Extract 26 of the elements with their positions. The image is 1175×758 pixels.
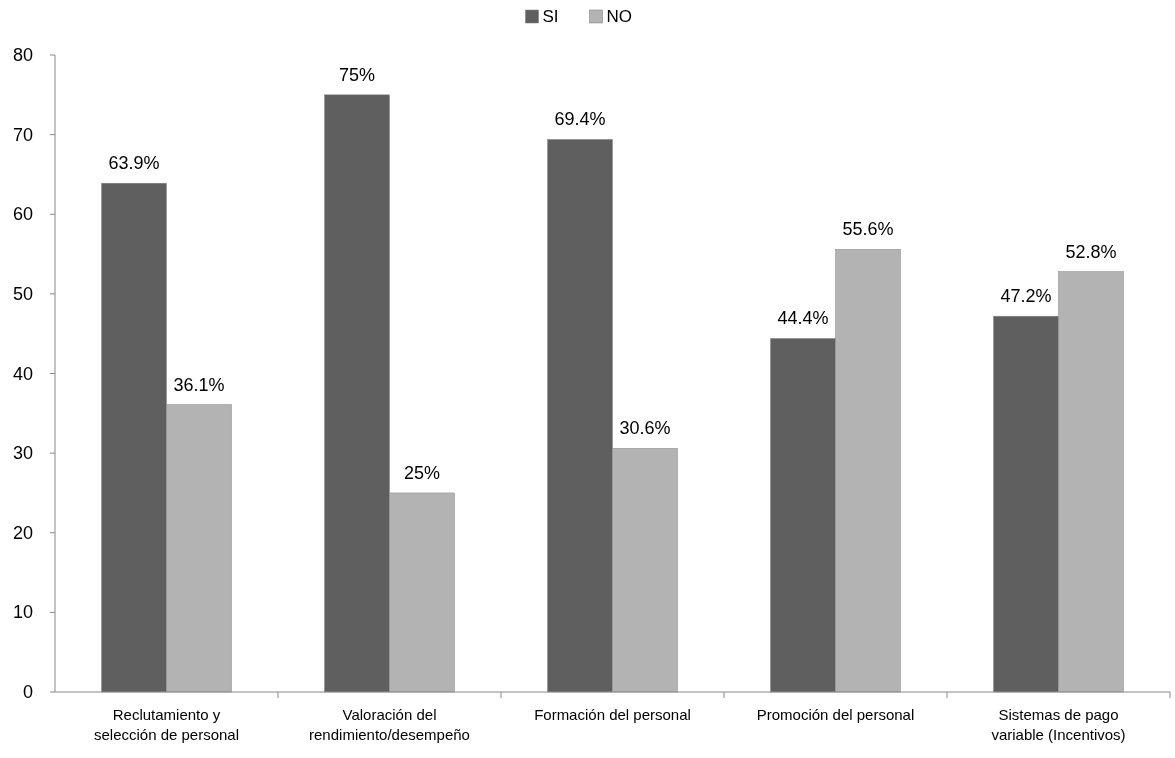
x-tick-label: Promoción del personal [756, 706, 915, 723]
y-tick-label: 80 [12, 45, 33, 65]
x-tick-label: Formación del personal [534, 706, 691, 723]
x-tick-label: Reclutamiento y selección de personal [93, 706, 240, 743]
y-tick-label: 60 [12, 204, 33, 225]
y-tick-label: 70 [12, 124, 33, 145]
y-tick-label: 30 [12, 443, 33, 464]
y-tick-label: 0 [22, 682, 33, 702]
data-label: 52.8% [1065, 241, 1117, 262]
x-tick-label: Sistemas de pago variable (Incentivos) [991, 706, 1126, 743]
legend-label: SI [542, 7, 559, 26]
data-label: 55.6% [842, 219, 894, 240]
data-label: 75% [338, 64, 376, 85]
data-label: 63.9% [108, 153, 160, 174]
data-label: 30.6% [619, 418, 671, 439]
data-label: 25% [403, 462, 441, 483]
y-tick-label: 50 [12, 283, 33, 304]
data-label: 47.2% [1000, 286, 1052, 307]
data-label: 69.4% [554, 109, 606, 130]
legend-label: NO [606, 7, 632, 26]
y-tick-label: 20 [12, 522, 33, 543]
y-tick-label: 40 [12, 363, 33, 384]
data-label: 44.4% [777, 308, 829, 329]
x-tick-label: Valoración del rendimiento/desempeño [309, 706, 470, 743]
y-tick-label: 10 [12, 602, 33, 623]
data-label: 36.1% [173, 374, 225, 395]
